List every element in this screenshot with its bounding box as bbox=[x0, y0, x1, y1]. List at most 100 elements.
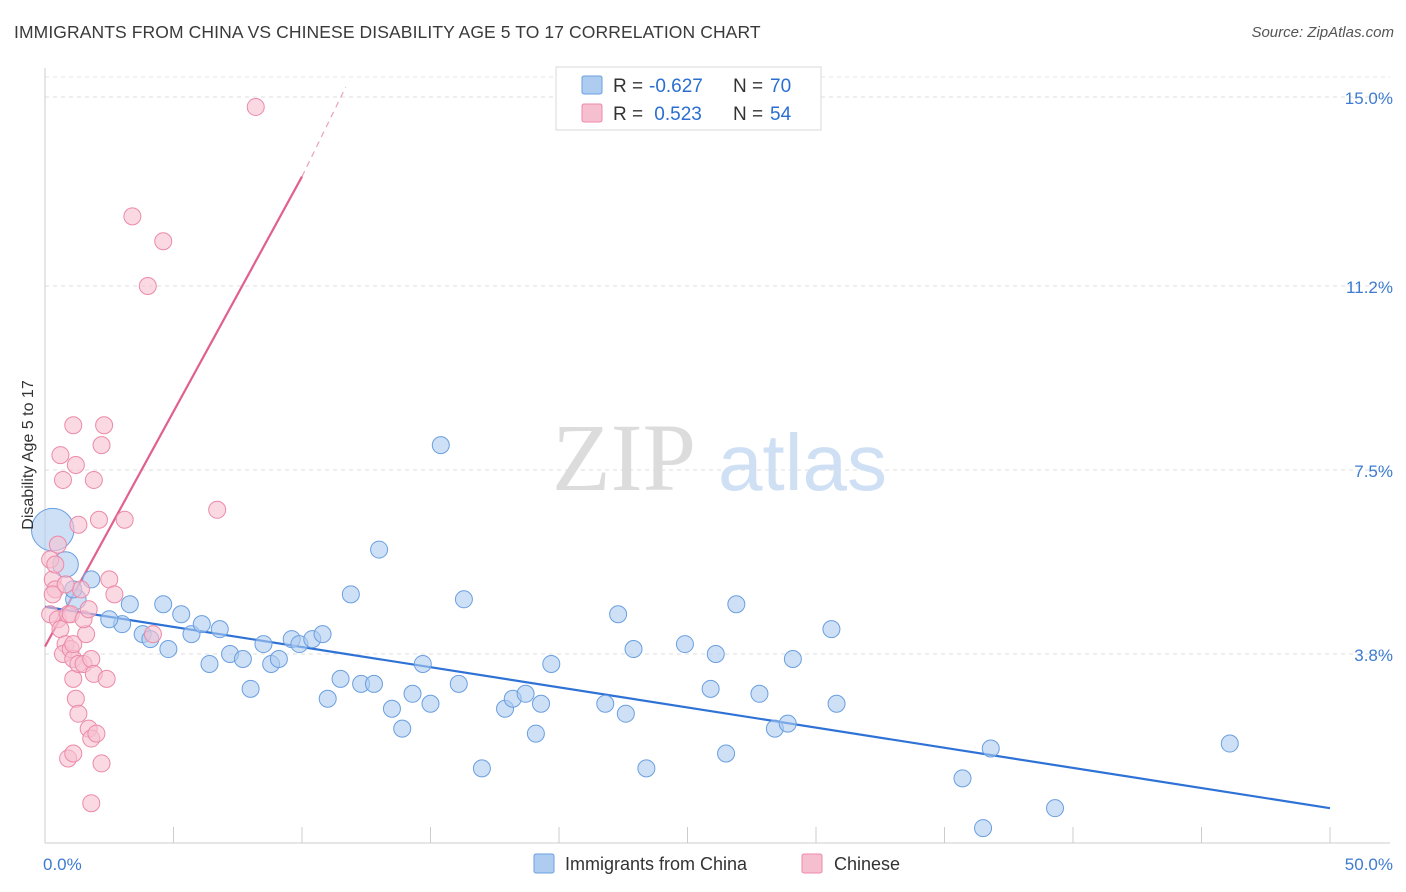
point-chinese-41 bbox=[105, 585, 124, 604]
trend-line-chinese bbox=[44, 176, 303, 648]
y-tick-labels: 3.8% 7.5% 11.2% 15.0% bbox=[1345, 89, 1393, 665]
y-tick-label-0: 3.8% bbox=[1354, 646, 1393, 665]
point-chinese-33 bbox=[84, 470, 103, 489]
point-chinese-40 bbox=[100, 570, 119, 589]
legend-label-chinese: Chinese bbox=[834, 854, 900, 874]
stats-n-label-1: N = bbox=[733, 76, 763, 97]
stats-r-value-2: 0.523 bbox=[649, 104, 702, 125]
point-china-29 bbox=[341, 585, 360, 604]
point-china-61 bbox=[783, 649, 802, 668]
point-chinese-23 bbox=[69, 515, 88, 534]
point-china-44 bbox=[516, 684, 535, 703]
point-china-39 bbox=[449, 674, 468, 693]
point-china-32 bbox=[370, 540, 389, 559]
point-chinese-39 bbox=[97, 669, 116, 688]
point-chinese-48 bbox=[246, 97, 265, 116]
trend-line-chinese-extrapolated bbox=[301, 86, 347, 177]
point-china-34 bbox=[393, 719, 412, 738]
point-chinese-24 bbox=[64, 416, 83, 435]
stats-r-label-1: R = bbox=[613, 76, 643, 97]
point-chinese-17 bbox=[64, 669, 83, 688]
watermark: ZIP atlas bbox=[552, 404, 887, 511]
point-china-66 bbox=[981, 739, 1000, 758]
point-chinese-47 bbox=[208, 500, 227, 519]
point-chinese-49 bbox=[71, 580, 90, 599]
point-china-45 bbox=[526, 724, 545, 743]
data-points bbox=[30, 97, 1239, 838]
point-chinese-29 bbox=[82, 649, 101, 668]
point-china-8 bbox=[100, 610, 119, 629]
point-chinese-36 bbox=[92, 754, 111, 773]
point-china-60 bbox=[778, 714, 797, 733]
source-attribution: Source: ZipAtlas.com bbox=[1251, 24, 1394, 41]
point-china-57 bbox=[727, 595, 746, 614]
point-china-16 bbox=[210, 620, 229, 639]
point-china-22 bbox=[269, 649, 288, 668]
x-tick-label-max: 50.0% bbox=[1345, 855, 1393, 874]
point-china-62 bbox=[822, 620, 841, 639]
point-china-28 bbox=[331, 669, 350, 688]
point-china-68 bbox=[1220, 734, 1239, 753]
stats-swatch-pink bbox=[581, 103, 603, 123]
point-chinese-21 bbox=[66, 456, 85, 475]
point-chinese-45 bbox=[143, 625, 162, 644]
point-chinese-16 bbox=[66, 689, 85, 708]
legend-swatch-chinese bbox=[801, 853, 823, 874]
point-china-53 bbox=[675, 635, 694, 654]
point-china-27 bbox=[318, 689, 337, 708]
point-china-55 bbox=[706, 645, 725, 664]
point-chinese-8 bbox=[53, 470, 72, 489]
legend-swatch-immigrants-from-china bbox=[533, 853, 555, 874]
point-chinese-38 bbox=[95, 416, 114, 435]
point-china-35 bbox=[403, 684, 422, 703]
point-china-65 bbox=[974, 819, 993, 838]
point-china-50 bbox=[616, 704, 635, 723]
chart-title: IMMIGRANTS FROM CHINA VS CHINESE DISABIL… bbox=[14, 22, 761, 42]
point-china-47 bbox=[542, 654, 561, 673]
point-china-46 bbox=[532, 694, 551, 713]
point-china-5 bbox=[120, 595, 139, 614]
legend-label-immigrants-from-china: Immigrants from China bbox=[565, 854, 748, 874]
y-tick-label-3: 15.0% bbox=[1345, 89, 1393, 108]
y-tick-label-2: 11.2% bbox=[1346, 278, 1393, 297]
point-china-20 bbox=[254, 635, 273, 654]
point-china-48 bbox=[596, 694, 615, 713]
point-chinese-22 bbox=[64, 635, 83, 654]
point-chinese-34 bbox=[87, 724, 106, 743]
point-chinese-35 bbox=[89, 510, 108, 529]
point-chinese-5 bbox=[43, 585, 62, 604]
point-china-14 bbox=[192, 615, 211, 634]
point-china-31 bbox=[364, 674, 383, 693]
point-china-33 bbox=[382, 699, 401, 718]
stats-n-value-1: 70 bbox=[770, 76, 791, 97]
point-chinese-44 bbox=[138, 276, 157, 295]
point-china-40 bbox=[454, 590, 473, 609]
series-legend: Immigrants from China Chinese bbox=[533, 853, 900, 874]
point-chinese-53 bbox=[79, 600, 98, 619]
point-china-38 bbox=[431, 436, 450, 455]
point-chinese-52 bbox=[56, 575, 75, 594]
point-chinese-50 bbox=[48, 535, 67, 554]
x-tick-labels: 0.0% 50.0% bbox=[43, 855, 1393, 874]
point-china-63 bbox=[827, 694, 846, 713]
stats-n-label-2: N = bbox=[733, 104, 763, 125]
point-chinese-42 bbox=[115, 510, 134, 529]
stats-swatch-blue bbox=[581, 75, 603, 95]
point-china-64 bbox=[953, 769, 972, 788]
point-chinese-46 bbox=[154, 232, 173, 251]
point-china-18 bbox=[233, 649, 252, 668]
point-china-12 bbox=[172, 605, 191, 624]
point-china-19 bbox=[241, 679, 260, 698]
stats-r-value-1: -0.627 bbox=[649, 76, 703, 97]
point-china-49 bbox=[609, 605, 628, 624]
point-china-51 bbox=[624, 640, 643, 659]
point-china-15 bbox=[200, 654, 219, 673]
point-china-6 bbox=[154, 595, 173, 614]
point-chinese-27 bbox=[77, 625, 96, 644]
point-chinese-18 bbox=[69, 704, 88, 723]
point-chinese-6 bbox=[51, 620, 70, 639]
point-china-56 bbox=[717, 744, 736, 763]
y-tick-label-1: 7.5% bbox=[1354, 462, 1393, 481]
stats-legend: R = -0.627 N = 70 R = 0.523 N = 54 bbox=[555, 66, 822, 131]
point-china-26 bbox=[313, 625, 332, 644]
